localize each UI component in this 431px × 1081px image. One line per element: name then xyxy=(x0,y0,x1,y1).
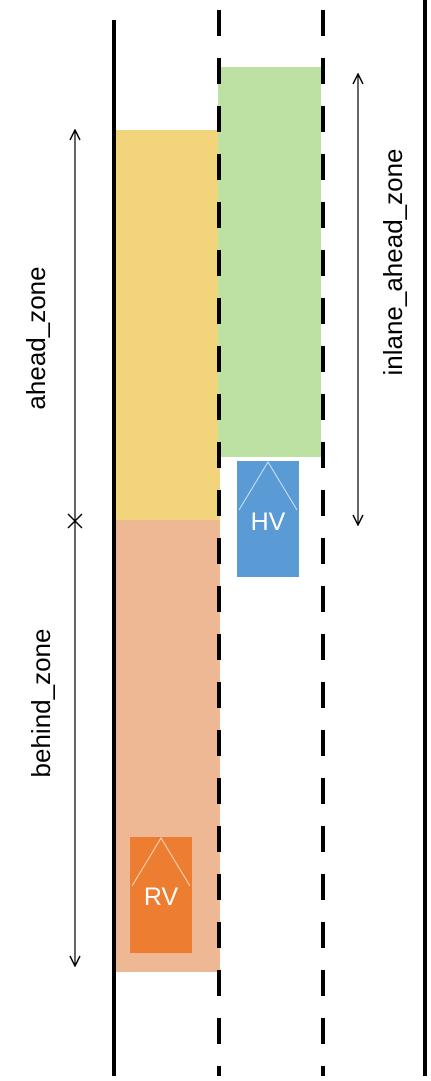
remote-vehicle-heading-chevron xyxy=(131,837,191,887)
host-vehicle: HV xyxy=(237,461,299,577)
host-vehicle-body xyxy=(237,461,299,577)
host-vehicle-label: HV xyxy=(251,508,286,536)
remote-vehicle: RV xyxy=(130,837,192,953)
ahead-zone-area xyxy=(114,130,220,520)
ahead-zone-label: ahead_zone xyxy=(21,266,51,409)
zone-boundary-cross-icon xyxy=(67,513,83,529)
behind-zone-label: behind_zone xyxy=(26,629,56,778)
remote-vehicle-body xyxy=(130,837,192,953)
remote-vehicle-label: RV xyxy=(144,883,179,911)
inlane-ahead-zone-label: inlane_ahead_zone xyxy=(378,149,408,376)
host-vehicle-heading-chevron xyxy=(238,461,298,511)
inlane-ahead-zone-area xyxy=(218,67,321,457)
